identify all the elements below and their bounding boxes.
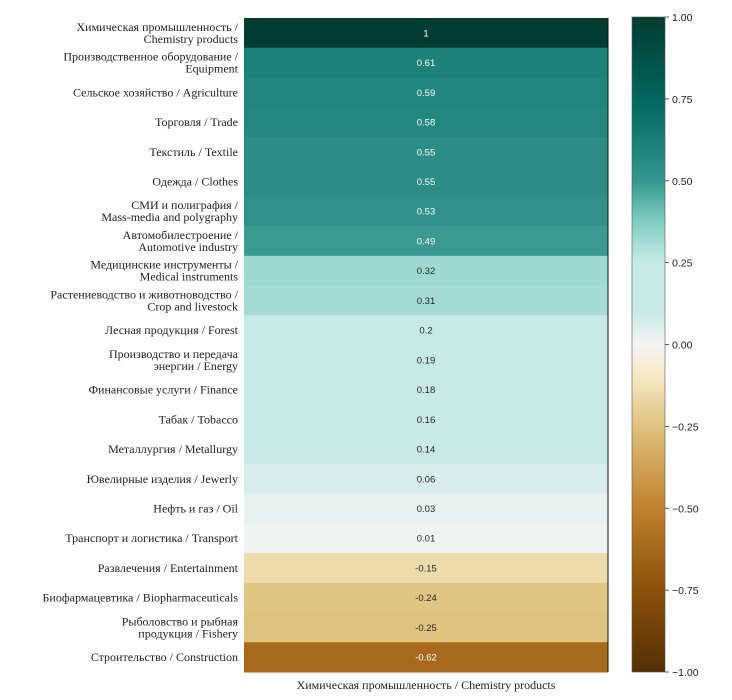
heatmap-cell (244, 166, 608, 197)
colorbar-tick-label: 0.75 (672, 94, 693, 106)
heatmap-cells: 1 0.61 0.59 0.58 0.55 0.55 0.53 0.49 0.32 0.31 0.2… (244, 18, 609, 673)
heatmap-cell (244, 47, 608, 78)
row-label: Автомобилестроение / Automotive industry (123, 228, 239, 254)
heatmap-cell (244, 107, 608, 138)
row-label: Медицинские инструменты / Medical instrum… (90, 258, 238, 284)
cell-value-label: 1 (423, 28, 428, 39)
cell-value-label: 0.16 (417, 415, 436, 426)
cell-value-label: 0.14 (417, 445, 436, 456)
colorbar-tick-label: −0.25 (672, 421, 699, 433)
cell-value-label: 0.49 (417, 236, 436, 247)
colorbar-tick-label: −1.00 (672, 667, 699, 679)
cell-value-label: 0.03 (417, 504, 436, 515)
heatmap-cell (244, 642, 608, 673)
row-label: Химическая промышленность / Chemistry pro… (76, 20, 238, 46)
row-label: Ювелирные изделия / Jewerly (87, 472, 238, 486)
cell-value-label: 0.53 (417, 207, 436, 218)
heatmap-cell (244, 226, 608, 257)
cell-value-label: 0.06 (417, 474, 436, 485)
row-label: Развлечения / Entertainment (98, 561, 239, 575)
colorbar-ticks: 1.00 0.75 0.50 0.25 0.00 −0.25 −0.50 −0.75 −1.00 (665, 12, 699, 679)
colorbar-tick-label: 1.00 (672, 12, 693, 24)
cell-value-label: 0.58 (417, 118, 436, 129)
cell-value-label: -0.25 (415, 623, 437, 634)
row-label: Биофармацевтика / Biopharmaceuticals (43, 591, 239, 605)
row-label: Текстиль / Textile (149, 145, 238, 159)
row-label: Транспорт и логистика / Transport (65, 531, 238, 545)
heatmap-cell (244, 77, 608, 108)
row-label: Лесная продукция / Forest (105, 323, 239, 337)
heatmap-cell (244, 463, 608, 495)
heatmap-cell (244, 582, 608, 614)
colorbar-tick-label: −0.75 (672, 585, 699, 597)
row-label: Одежда / Clothes (152, 175, 238, 189)
colorbar: 1.00 0.75 0.50 0.25 0.00 −0.25 −0.50 −0.75 −1.00 (631, 12, 699, 679)
heatmap-cell (244, 285, 608, 316)
heatmap-cell (244, 612, 608, 643)
colorbar-tick-label: 0.50 (672, 176, 693, 188)
cell-value-label: 0.59 (417, 88, 436, 99)
heatmap-cell (244, 196, 608, 227)
row-label: Растениеводство и животноводство / Crop a… (50, 287, 238, 313)
row-label: Нефть и газ / Oil (153, 502, 238, 516)
heatmap-cell (244, 523, 608, 554)
cell-value-label: -0.24 (415, 593, 437, 604)
cell-value-label: 0.19 (417, 355, 436, 366)
row-label: Финансовые услуги / Finance (89, 383, 238, 397)
row-label: Рыболовство и рыбная продукция / Fishery (122, 614, 239, 640)
row-label: СМИ и полиграфия / Mass-media and polygra… (101, 198, 238, 224)
heatmap-cell (244, 404, 608, 435)
cell-value-label: 0.55 (417, 177, 436, 188)
heatmap-cell (244, 315, 608, 346)
row-label: Строительство / Construction (91, 650, 238, 664)
cell-value-label: 0.55 (417, 147, 436, 158)
row-labels: Химическая промышленность / Chemistry pro… (43, 20, 239, 664)
row-label: Производственное оборудование / Equipment (63, 50, 238, 76)
row-label: Табак / Tobacco (159, 412, 238, 426)
cell-value-label: 0.18 (417, 385, 436, 396)
row-label: Производство и передача энергии / Energy (109, 347, 239, 373)
cell-value-label: -0.62 (415, 653, 437, 664)
heatmap-cell (244, 493, 608, 524)
cell-value-label: 0.01 (417, 534, 436, 545)
cell-value-label: 0.32 (417, 266, 436, 277)
cell-value-label: -0.15 (415, 563, 437, 574)
cell-value-label: 0.61 (417, 58, 436, 69)
heatmap-cell (244, 434, 608, 465)
heatmap-cell (244, 136, 608, 168)
heatmap-cell (244, 553, 608, 584)
row-label: Торговля / Trade (155, 115, 238, 129)
heatmap-cell (244, 374, 608, 405)
row-label: Сельское хозяйство / Agriculture (73, 85, 238, 99)
colorbar-tick-label: −0.50 (672, 503, 699, 515)
colorbar-tick-label: 0.25 (672, 258, 693, 270)
heatmap-cell (244, 255, 608, 287)
column-label: Химическая промышленность / Chemistry pr… (297, 678, 556, 692)
row-label: Металлургия / Metallurgy (108, 442, 238, 456)
cell-value-label: 0.2 (419, 326, 432, 337)
heatmap-cell (244, 18, 608, 49)
cell-value-label: 0.31 (417, 296, 436, 307)
colorbar-gradient (631, 16, 666, 673)
colorbar-tick-label: 0.00 (672, 340, 693, 352)
heatmap-cell (244, 345, 608, 376)
